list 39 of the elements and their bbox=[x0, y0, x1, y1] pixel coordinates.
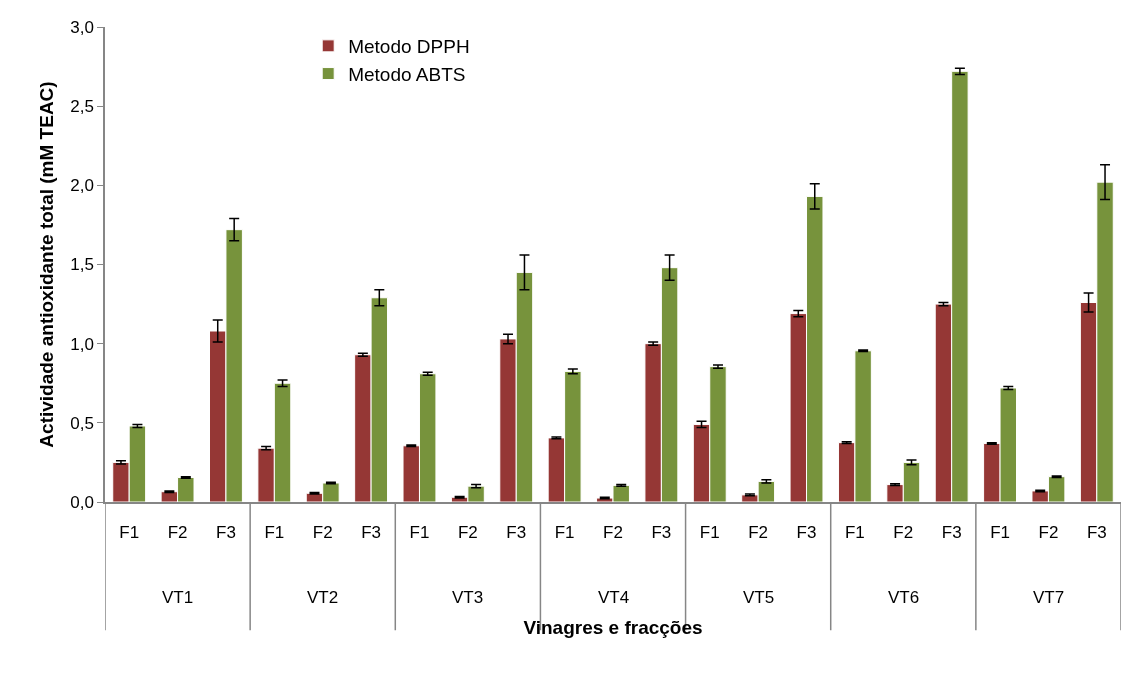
x-tick-label: F2 bbox=[167, 523, 188, 543]
x-tick-label: F3 bbox=[506, 523, 527, 543]
x-tick-label: F3 bbox=[1086, 523, 1107, 543]
x-axis-title: Vinagres e fracções bbox=[523, 617, 703, 639]
y-axis-title: Actividade antioxidante total (mM TEAC) bbox=[35, 81, 57, 448]
x-tick-label: F3 bbox=[361, 523, 382, 543]
x-tick-label: F3 bbox=[796, 523, 817, 543]
y-tick-label: 3,0 bbox=[70, 17, 94, 37]
text: VT4 bbox=[598, 588, 630, 607]
x-tick-label: F3 bbox=[941, 523, 962, 543]
x-tick-label: F1 bbox=[554, 523, 575, 543]
x-tick-label: F1 bbox=[990, 523, 1010, 543]
text: VT2 bbox=[307, 588, 339, 607]
x-tick-label: F2 bbox=[312, 523, 333, 543]
x-tick-label: F1 bbox=[844, 523, 865, 543]
text: VT7 bbox=[1033, 588, 1065, 607]
legend-label: Metodo DPPH bbox=[348, 36, 470, 58]
text: VT6 bbox=[888, 588, 920, 607]
x-tick-label: F1 bbox=[409, 523, 430, 543]
x-tick-label: F2 bbox=[748, 523, 769, 543]
y-tick-label: 0,5 bbox=[70, 413, 94, 433]
text: VT1 bbox=[162, 588, 194, 607]
x-tick-label: F2 bbox=[457, 523, 478, 543]
y-tick-label: 1,0 bbox=[70, 334, 94, 354]
x-tick-label: F2 bbox=[603, 523, 623, 543]
text: VT3 bbox=[452, 588, 484, 607]
y-tick-label: 2,5 bbox=[70, 97, 94, 117]
legend-label: Metodo ABTS bbox=[348, 63, 466, 85]
x-tick-label: F1 bbox=[119, 523, 140, 543]
text: VT5 bbox=[743, 588, 775, 607]
x-tick-label: F1 bbox=[699, 523, 720, 543]
x-tick-label: F3 bbox=[216, 523, 236, 543]
y-tick-label: 2,0 bbox=[70, 176, 94, 196]
x-tick-label: F2 bbox=[1038, 523, 1059, 543]
x-tick-label: F3 bbox=[651, 523, 672, 543]
x-tick-label: F1 bbox=[264, 523, 285, 543]
y-tick-label: 0,0 bbox=[70, 492, 94, 512]
x-tick-label: F2 bbox=[893, 523, 914, 543]
y-tick-label: 1,5 bbox=[70, 255, 94, 275]
